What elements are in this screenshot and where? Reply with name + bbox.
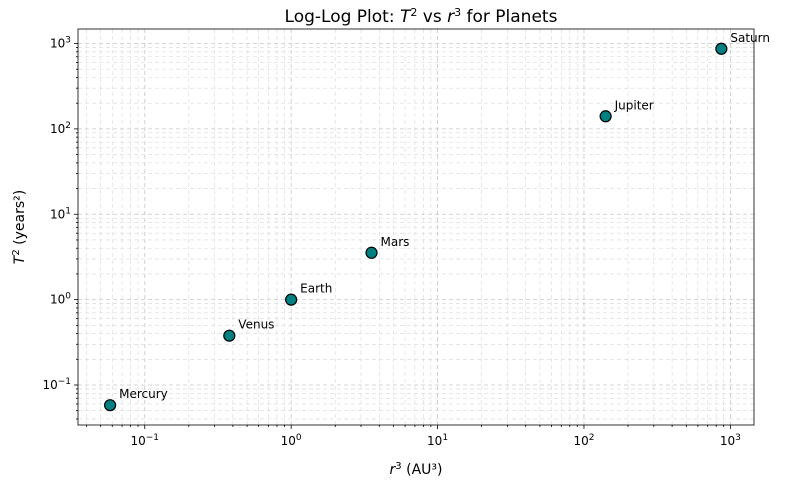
plot-frame (77, 28, 755, 426)
scatter-point (285, 293, 298, 306)
point-label: Jupiter (614, 98, 654, 112)
x-tick-label: 101 (427, 433, 448, 448)
x-tick-label: 10−1 (130, 433, 159, 448)
axis-ticks: 10−1 100 101 102 103 10−1 100 101 102 103 (42, 36, 740, 448)
scatter-point (715, 42, 728, 55)
y-tick-label: 10−1 (42, 377, 71, 392)
y-tick-label: 101 (50, 206, 71, 221)
point-label: Earth (300, 282, 332, 296)
chart-title: Log-Log Plot: T2 vs r3 for Planets (285, 6, 558, 28)
point-label: Mars (381, 235, 410, 249)
scatter-point (365, 246, 378, 259)
x-tick-label: 102 (573, 433, 594, 448)
scatter-point (104, 399, 117, 412)
scatter-point (223, 329, 236, 342)
data-points: Mercury Venus Earth Mars Jupiter Saturn (104, 31, 770, 412)
x-tick-label: 100 (281, 433, 302, 448)
point-label: Mercury (119, 387, 168, 401)
grid-lines (78, 29, 754, 425)
x-axis-label: r3 (AU³) (390, 461, 443, 479)
y-tick-label: 102 (50, 121, 71, 136)
y-axis-label: T2 (years²) (11, 190, 29, 264)
x-tick-label: 103 (720, 433, 741, 448)
point-label: Venus (238, 318, 274, 332)
scatter-point (599, 110, 612, 123)
y-tick-label: 103 (50, 36, 71, 51)
point-label: Saturn (730, 31, 770, 45)
y-tick-label: 100 (50, 292, 71, 307)
